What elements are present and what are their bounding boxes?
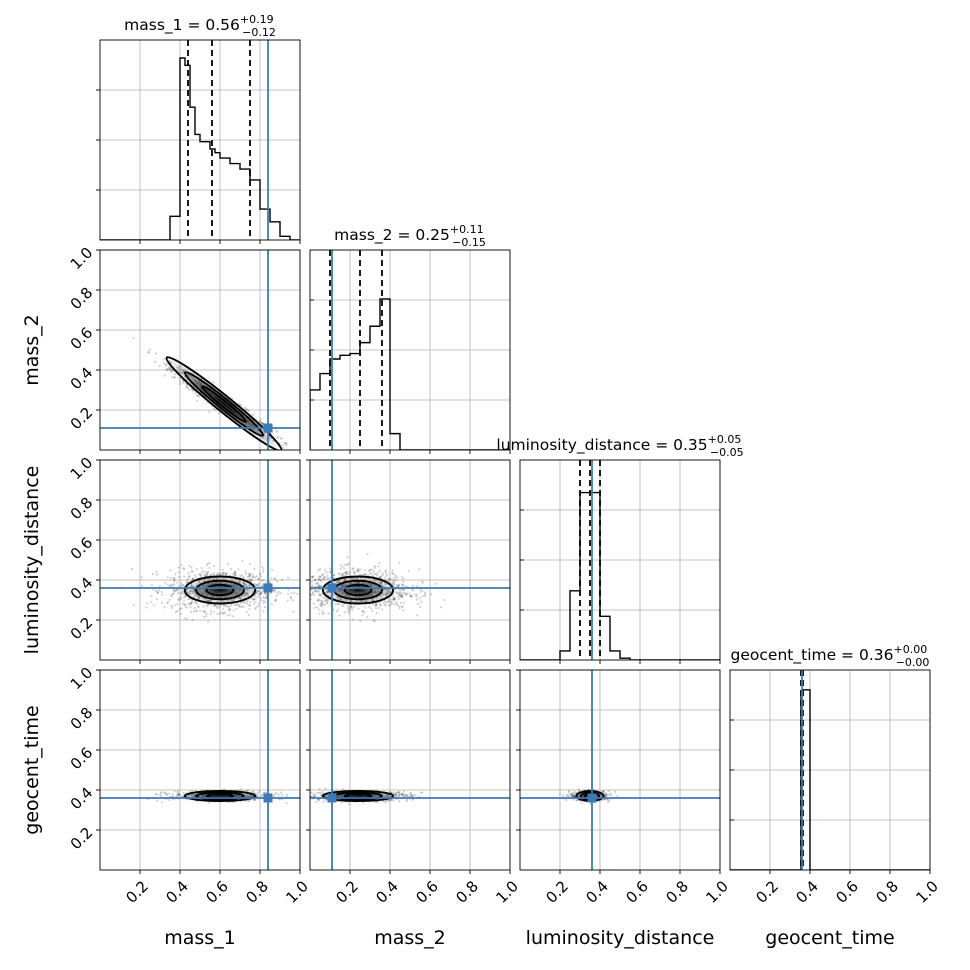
xlabel-luminosity_distance: luminosity_distance	[526, 927, 715, 949]
grid-lines	[520, 460, 721, 660]
ytick-label-luminosity_distance: 1.0	[67, 454, 97, 484]
histogram-geocent_time	[730, 689, 930, 870]
panel-frame	[309, 669, 511, 871]
ytick-label-luminosity_distance: 0.6	[67, 534, 97, 564]
panel-frame	[99, 249, 301, 451]
ytick-label-mass_2: 1.0	[67, 244, 97, 274]
title-geocent_time: geocent_time = 0.36+0.00 −0.00	[731, 643, 930, 669]
ytick-label-geocent_time: 1.0	[67, 664, 97, 694]
ylabel-luminosity_distance: luminosity_distance	[21, 466, 43, 655]
xtick-label-mass_1: 0.6	[202, 877, 232, 907]
grid-lines	[310, 459, 511, 660]
truth-marker	[263, 423, 273, 433]
xtick-label-geocent_time: 0.2	[752, 877, 782, 907]
panel-frame	[309, 459, 511, 661]
xtick-label-geocent_time: 0.4	[792, 877, 822, 907]
ytick-label-geocent_time: 0.6	[67, 744, 97, 774]
ytick-label-mass_2: 0.8	[67, 284, 97, 314]
ytick-label-geocent_time: 0.8	[67, 704, 97, 734]
grid-lines	[310, 250, 511, 450]
ytick-label-geocent_time: 0.2	[67, 824, 97, 854]
xtick-label-geocent_time: 0.6	[832, 877, 862, 907]
ylabel-mass_2: mass_2	[21, 314, 43, 386]
panel-geocent_time-vs-luminosity_distance	[516, 669, 721, 874]
xtick-label-mass_2: 0.2	[332, 877, 362, 907]
density-geocent_time-vs-mass_1	[147, 788, 292, 805]
grid-lines	[100, 459, 301, 660]
xtick-label-mass_2: 0.4	[372, 877, 402, 907]
xtick-label-mass_1: 0.2	[122, 877, 152, 907]
xtick-label-mass_2: 0.6	[412, 877, 442, 907]
panel-frame	[99, 669, 301, 871]
panel-frame	[519, 669, 721, 871]
density-luminosity_distance-vs-mass_1	[121, 559, 299, 623]
xtick-label-luminosity_distance: 0.2	[542, 877, 572, 907]
title-mass_2: mass_2 = 0.25+0.11 −0.15	[334, 223, 486, 249]
panel-geocent_time-vs-mass_1	[96, 669, 301, 874]
panel-luminosity_distance-vs-mass_1	[96, 459, 301, 664]
panel-mass_2: mass_2 = 0.25+0.11 −0.15	[309, 223, 511, 454]
xtick-label-mass_2: 0.8	[452, 877, 482, 907]
grid-lines	[100, 669, 301, 870]
panel-geocent_time: geocent_time = 0.36+0.00 −0.00	[729, 643, 931, 874]
panel-geocent_time-vs-mass_2	[306, 669, 511, 874]
truth-marker	[327, 583, 337, 593]
xtick-label-mass_1: 0.8	[242, 877, 272, 907]
xlabel-geocent_time: geocent_time	[765, 927, 894, 949]
grid-lines	[730, 670, 931, 870]
ytick-label-luminosity_distance: 0.4	[67, 574, 97, 604]
xtick-label-luminosity_distance: 1.0	[702, 877, 732, 907]
xlabel-mass_2: mass_2	[374, 927, 446, 949]
ytick-label-geocent_time: 0.4	[67, 784, 97, 814]
truth-marker	[263, 793, 273, 803]
histogram-luminosity_distance	[520, 491, 720, 660]
title-luminosity_distance: luminosity_distance = 0.35+0.05 −0.05	[496, 433, 743, 459]
xtick-label-luminosity_distance: 0.8	[662, 877, 692, 907]
xtick-label-mass_1: 0.4	[162, 877, 192, 907]
panel-mass_1: mass_1 = 0.56+0.19 −0.12	[96, 13, 301, 244]
histogram-mass_1	[100, 57, 300, 240]
truth-marker	[327, 793, 337, 803]
xtick-label-mass_2: 1.0	[492, 877, 522, 907]
xlabel-mass_1: mass_1	[164, 927, 236, 949]
xtick-label-luminosity_distance: 0.4	[582, 877, 612, 907]
ylabel-geocent_time: geocent_time	[21, 705, 43, 834]
truth-marker	[263, 583, 273, 593]
ytick-label-luminosity_distance: 0.8	[67, 494, 97, 524]
panel-mass_2-vs-mass_1	[96, 249, 301, 454]
grid-lines	[310, 669, 511, 870]
title-mass_1: mass_1 = 0.56+0.19 −0.12	[124, 13, 276, 39]
grid-lines	[100, 249, 301, 450]
xtick-label-mass_1: 1.0	[282, 877, 312, 907]
grid-lines	[520, 669, 721, 870]
ytick-label-mass_2: 0.6	[67, 324, 97, 354]
panel-luminosity_distance: luminosity_distance = 0.35+0.05 −0.05	[496, 433, 744, 664]
ytick-label-mass_2: 0.2	[67, 404, 97, 434]
xtick-label-geocent_time: 0.8	[872, 877, 902, 907]
panel-luminosity_distance-vs-mass_2	[306, 459, 511, 664]
xtick-label-luminosity_distance: 0.6	[622, 877, 652, 907]
xtick-label-geocent_time: 1.0	[912, 877, 942, 907]
ytick-label-mass_2: 0.4	[67, 364, 97, 394]
panel-frame	[99, 459, 301, 661]
histogram-mass_2	[310, 298, 510, 450]
ytick-label-luminosity_distance: 0.2	[67, 614, 97, 644]
truth-marker	[587, 793, 597, 803]
